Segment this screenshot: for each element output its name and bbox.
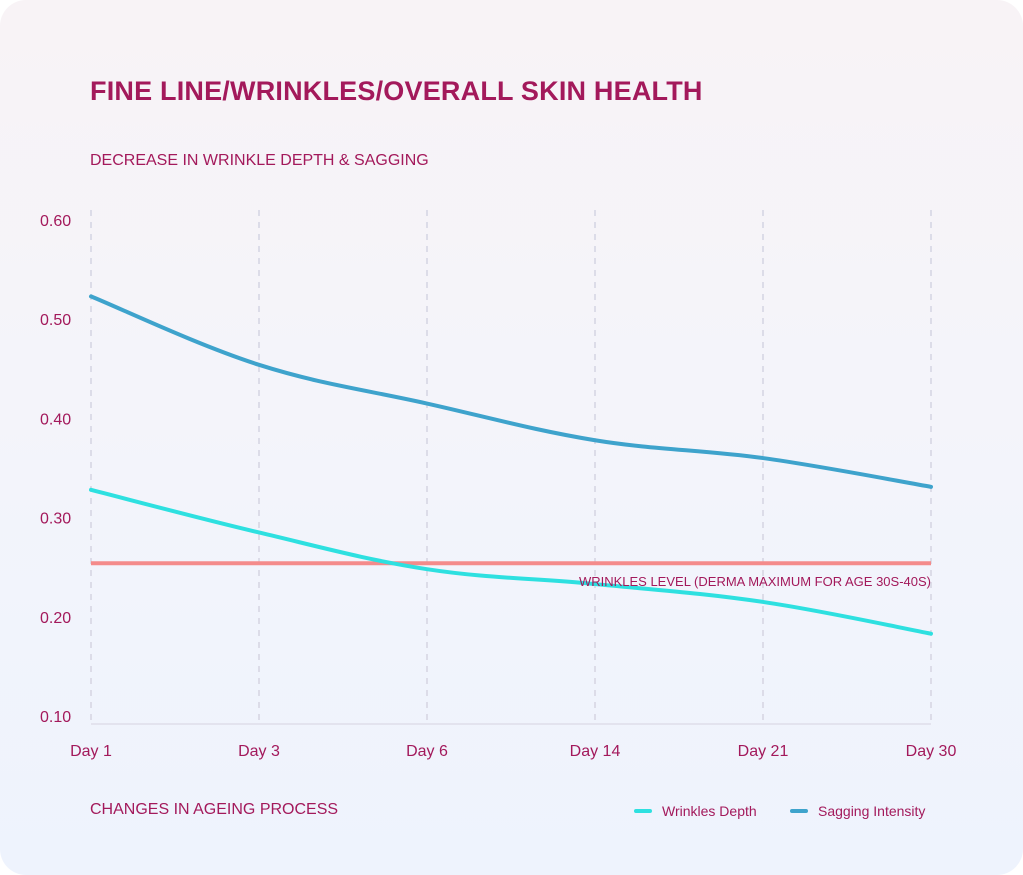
x-tick-label: Day 21 <box>738 743 789 760</box>
x-tick-label: Day 3 <box>238 743 280 760</box>
legend-label: Wrinkles Depth <box>662 803 757 819</box>
series-line-sagging-intensity <box>89 294 933 489</box>
chart-title: FINE LINE/WRINKLES/OVERALL SKIN HEALTH <box>90 76 703 106</box>
x-tick-label: Day 30 <box>906 743 957 760</box>
y-tick-label: 0.40 <box>40 411 71 428</box>
y-tick-label: 0.20 <box>40 610 71 627</box>
x-tick-label: Day 1 <box>70 743 112 760</box>
y-tick-label: 0.60 <box>40 213 71 230</box>
y-tick-label: 0.50 <box>40 312 71 329</box>
legend-label: Sagging Intensity <box>818 803 925 819</box>
x-axis-title: CHANGES IN AGEING PROCESS <box>90 801 339 818</box>
x-tick-label: Day 14 <box>570 743 621 760</box>
y-tick-label: 0.10 <box>40 709 71 726</box>
reference-line-label: WRINKLES LEVEL (DERMA MAXIMUM FOR AGE 30… <box>579 574 931 589</box>
y-tick-label: 0.30 <box>40 511 71 528</box>
x-tick-label: Day 6 <box>406 743 448 760</box>
chart-subtitle: DECREASE IN WRINKLE DEPTH & SAGGING <box>90 152 429 169</box>
series-line-wrinkles-depth <box>89 487 933 636</box>
